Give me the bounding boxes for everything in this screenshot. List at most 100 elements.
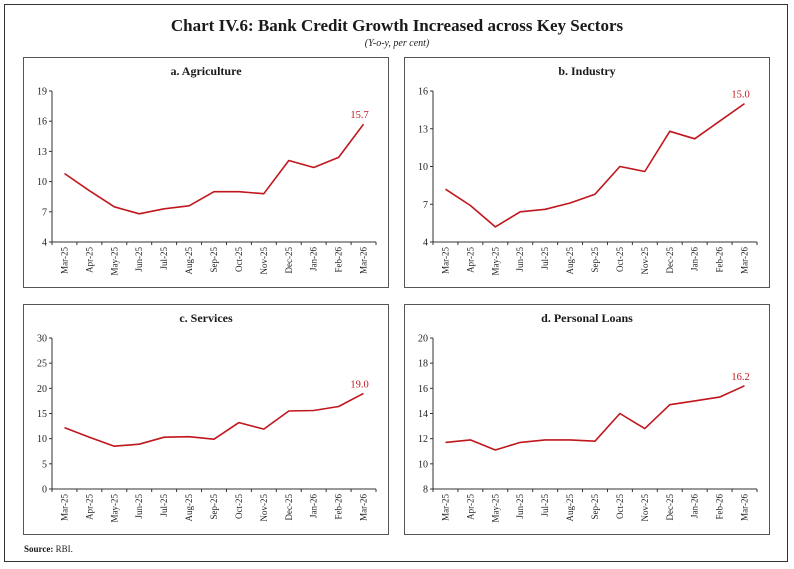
- y-tick-label: 20: [418, 334, 428, 345]
- data-point: [594, 193, 596, 195]
- x-tick-label: Jul-25: [540, 247, 550, 270]
- x-tick-label: Feb-26: [334, 247, 344, 273]
- data-point: [337, 156, 339, 158]
- data-point: [519, 211, 521, 213]
- data-point: [263, 428, 265, 430]
- data-point: [494, 449, 496, 451]
- x-tick-label: Nov-25: [259, 494, 269, 522]
- data-point: [743, 385, 745, 387]
- source-note: Source: RBI.: [24, 544, 73, 554]
- x-tick-label: Jun-25: [515, 247, 525, 272]
- x-tick-label: May-25: [490, 247, 500, 276]
- data-point: [337, 405, 339, 407]
- chart-services: 0 5 10 15 20 25 30 Mar-25 Apr-25 May-25 Jun-25 Jul-…: [37, 334, 377, 523]
- series-line: [445, 385, 745, 451]
- chart-agriculture: 4 7 10 13 16 19 Mar-25 Apr-25 May-25 Jun-25 Jul-25…: [37, 87, 377, 276]
- data-point: [469, 439, 471, 441]
- x-tick-label: Dec-25: [284, 494, 294, 521]
- data-point: [569, 202, 571, 204]
- x-tick-label: Jun-25: [515, 494, 525, 519]
- end-value-label: 15.7: [350, 110, 368, 121]
- data-point: [312, 166, 314, 168]
- y-tick-label: 13: [418, 124, 428, 135]
- y-tick-label: 16: [37, 117, 47, 128]
- end-value-label: 15.0: [731, 90, 749, 101]
- y-tick-label: 18: [418, 359, 428, 370]
- x-tick-label: Apr-25: [84, 494, 94, 520]
- y-tick-label: 7: [42, 207, 47, 218]
- data-point: [63, 426, 65, 428]
- y-tick-label: 10: [37, 177, 47, 188]
- x-tick-label: Mar-25: [440, 247, 450, 274]
- data-point: [88, 189, 90, 191]
- data-point: [288, 410, 290, 412]
- x-tick-label: Aug-25: [184, 494, 194, 522]
- data-point: [213, 190, 215, 192]
- x-tick-label: Feb-26: [715, 247, 725, 273]
- panel-title: b. Industry: [558, 64, 616, 78]
- x-tick-label: Oct-25: [234, 494, 244, 519]
- data-point: [113, 445, 115, 447]
- data-point: [444, 441, 446, 443]
- x-tick-label: Jul-25: [159, 247, 169, 270]
- data-point: [594, 440, 596, 442]
- chart-title: Chart IV.6: Bank Credit Growth Increased…: [170, 16, 624, 35]
- x-tick-label: Nov-25: [259, 247, 269, 275]
- data-point: [163, 208, 165, 210]
- series-line: [64, 123, 365, 215]
- data-point: [63, 172, 65, 174]
- y-tick-label: 25: [37, 359, 47, 370]
- panel-title: d. Personal Loans: [541, 311, 633, 325]
- data-point: [163, 436, 165, 438]
- x-tick-label: Jun-25: [134, 247, 144, 272]
- x-tick-label: Mar-25: [59, 247, 69, 274]
- x-tick-label: Feb-26: [334, 494, 344, 520]
- data-point: [494, 226, 496, 228]
- data-point: [669, 403, 671, 405]
- data-point: [669, 130, 671, 132]
- data-point: [362, 123, 364, 125]
- x-tick-label: Mar-26: [740, 247, 750, 274]
- x-tick-label: Jul-25: [159, 494, 169, 517]
- data-point: [718, 120, 720, 122]
- y-tick-label: 15: [37, 409, 47, 420]
- panel-industry: b. Industry 4 7 10 13 16 Mar-25 Apr-25 May-25 Ju…: [404, 57, 770, 288]
- end-value-label: 16.2: [731, 372, 749, 383]
- data-point: [644, 170, 646, 172]
- x-tick-label: Mar-25: [440, 494, 450, 521]
- x-tick-label: Mar-26: [359, 494, 369, 521]
- data-point: [569, 439, 571, 441]
- x-tick-label: Apr-25: [84, 247, 94, 273]
- y-tick-label: 10: [37, 434, 47, 445]
- y-tick-label: 8: [423, 485, 428, 496]
- y-tick-label: 19: [37, 87, 47, 98]
- x-tick-label: Jun-25: [134, 494, 144, 519]
- data-point: [743, 102, 745, 104]
- panel-title: a. Agriculture: [170, 64, 242, 78]
- data-point: [312, 409, 314, 411]
- x-tick-label: Sep-25: [590, 494, 600, 520]
- chart-frame: [4, 4, 788, 562]
- data-point: [138, 443, 140, 445]
- x-tick-label: Aug-25: [565, 494, 575, 522]
- x-tick-label: Jan-26: [309, 494, 319, 518]
- series-line: [64, 392, 364, 447]
- y-tick-label: 5: [42, 459, 47, 470]
- y-tick-label: 14: [418, 409, 428, 420]
- data-point: [619, 412, 621, 414]
- chart-subtitle: (Y-o-y, per cent): [364, 38, 430, 49]
- source-text: RBI.: [55, 544, 73, 554]
- x-tick-label: Oct-25: [234, 247, 244, 272]
- data-point: [718, 396, 720, 398]
- x-tick-label: Dec-25: [665, 247, 675, 274]
- data-point: [469, 204, 471, 206]
- y-tick-label: 20: [37, 384, 47, 395]
- data-point: [238, 190, 240, 192]
- x-tick-label: Aug-25: [184, 247, 194, 275]
- data-point: [213, 438, 215, 440]
- panel-title: c. Services: [179, 311, 233, 325]
- x-tick-label: Apr-25: [465, 247, 475, 273]
- x-tick-label: Oct-25: [615, 494, 625, 519]
- panel-personal-loans: d. Personal Loans 8 10 12 14 16 18 20 Mar-25 Apr…: [404, 304, 770, 535]
- y-tick-label: 0: [42, 485, 47, 496]
